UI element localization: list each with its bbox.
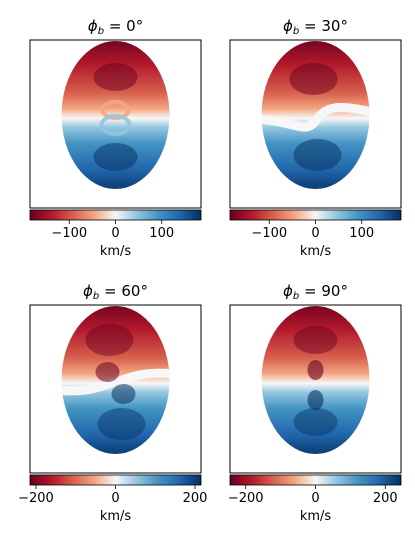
zero-velocity-line	[61, 368, 170, 396]
panel-title: ϕb = 0°	[88, 17, 143, 37]
blueshift-peak	[293, 139, 342, 171]
title-subscript: b	[98, 26, 104, 37]
colorbar	[229, 209, 402, 221]
title-variable: ϕ	[283, 282, 293, 300]
blueshift-peak	[97, 408, 146, 440]
panel-title: ϕb = 60°	[83, 282, 148, 302]
colorbar	[29, 474, 202, 486]
panel-phi-30: ϕb = 30° −100 0 100 km/s	[229, 17, 402, 259]
title-variable: ϕ	[283, 17, 293, 35]
redshift-peak	[293, 326, 338, 354]
zero-velocity-line	[261, 103, 370, 132]
colorbar-label: km/s	[300, 244, 332, 259]
colorbar	[229, 474, 402, 486]
panel-phi-0: ϕb = 0° −100 0 100 km/s	[29, 17, 202, 259]
inner-red-lobe	[307, 360, 324, 380]
title-variable: ϕ	[88, 17, 98, 35]
colorbar-label: km/s	[100, 509, 132, 524]
redshift-peak	[85, 324, 134, 356]
colorbar-label: km/s	[100, 244, 132, 259]
colorbar-tick-label: 0	[311, 226, 319, 241]
title-value: = 30°	[299, 17, 348, 35]
title-subscript: b	[293, 291, 299, 302]
title-subscript: b	[93, 291, 99, 302]
panel-title: ϕb = 30°	[283, 17, 348, 37]
inner-blue-lobe	[111, 384, 136, 404]
title-subscript: b	[293, 26, 299, 37]
colorbar-tick-label: 100	[349, 226, 374, 241]
inner-red-lobe	[95, 362, 120, 382]
colorbar-tick-label: 100	[149, 226, 174, 241]
colorbar-label: km/s	[300, 509, 332, 524]
colorbar-tick-label: 0	[311, 491, 319, 506]
colorbar	[29, 209, 202, 221]
colorbar-tick-label: −100	[251, 226, 287, 241]
panel-phi-60: ϕb = 60° −200 0 200 km/s	[18, 282, 207, 524]
redshift-peak	[289, 63, 338, 95]
velocity-map	[261, 41, 370, 189]
inner-blue-lobe	[307, 390, 324, 410]
inner-ring-bottom	[99, 114, 132, 136]
panel-title: ϕb = 90°	[283, 282, 348, 302]
blueshift-peak	[93, 143, 138, 171]
title-value: = 90°	[299, 282, 348, 300]
velocity-map	[61, 41, 170, 189]
redshift-peak	[93, 63, 138, 91]
velocity-map	[61, 306, 170, 454]
colorbar-tick-label: −100	[51, 226, 87, 241]
title-variable: ϕ	[83, 282, 93, 300]
colorbar-tick-label: −200	[18, 491, 54, 506]
colorbar-tick-label: −200	[228, 491, 264, 506]
title-value: = 60°	[99, 282, 148, 300]
blueshift-peak	[293, 408, 338, 436]
colorbar-tick-label: 200	[183, 491, 208, 506]
colorbar-tick-label: 0	[111, 491, 119, 506]
title-value: = 0°	[104, 17, 143, 35]
velocity-map	[261, 306, 370, 454]
colorbar-tick-label: 200	[373, 491, 398, 506]
panel-phi-90: ϕb = 90° −200 0 200 km/s	[228, 282, 402, 524]
colorbar-tick-label: 0	[111, 226, 119, 241]
